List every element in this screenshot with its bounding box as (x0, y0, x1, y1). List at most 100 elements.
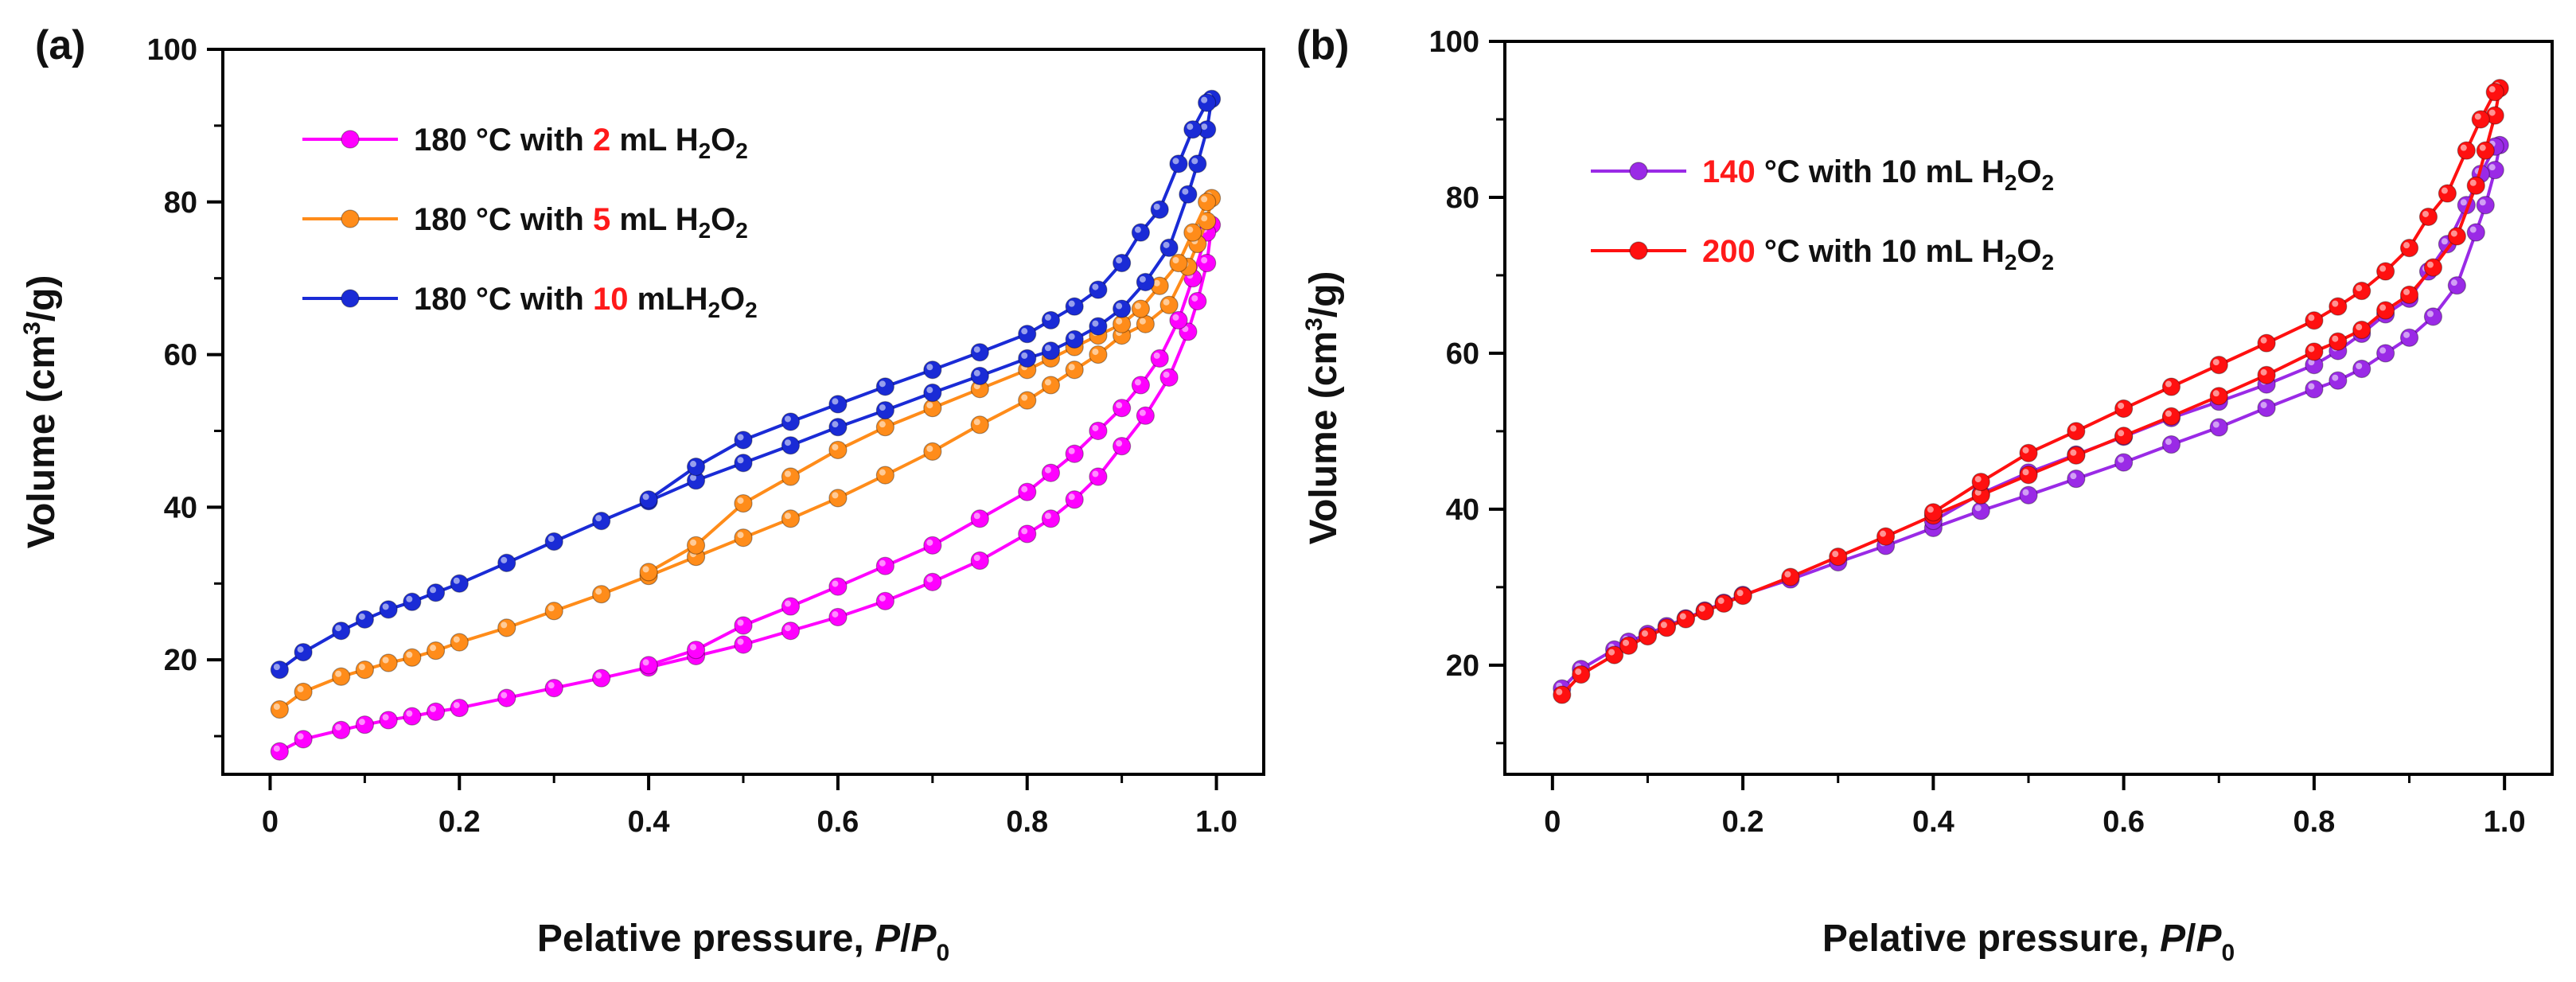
data-point-highlight-b-1 (2441, 187, 2448, 194)
data-point-highlight-a-0 (832, 610, 839, 618)
data-point-a-0 (875, 591, 894, 610)
data-point-a-2 (1065, 329, 1084, 349)
y-axis-label-a: Volume (cm3/g) (19, 275, 63, 549)
data-point-a-2 (1136, 272, 1155, 292)
data-point-a-1 (1065, 360, 1084, 380)
data-point-a-2 (875, 377, 894, 396)
data-point-highlight-a-1 (297, 685, 304, 692)
data-point-a-0 (1065, 490, 1084, 509)
data-point-highlight-a-1 (1201, 215, 1208, 222)
data-point-a-1 (450, 633, 469, 652)
data-point-highlight-a-2 (358, 613, 365, 620)
data-point-highlight-a-1 (879, 469, 886, 476)
data-point-highlight-a-2 (1153, 203, 1160, 210)
data-point-highlight-a-0 (1068, 447, 1075, 454)
data-point-a-0 (426, 702, 446, 721)
plot-frame-b (1503, 40, 2554, 776)
x-tick-label-a: 0.2 (438, 805, 481, 839)
data-point-a-2 (734, 431, 753, 450)
data-point-highlight-a-1 (335, 670, 342, 677)
data-point-a-0 (1089, 467, 1108, 486)
data-point-a-1 (875, 418, 894, 437)
data-point-highlight-a-1 (501, 622, 508, 629)
data-point-b-1 (1971, 472, 1990, 492)
data-point-a-2 (1169, 154, 1188, 173)
data-point-b-1 (2352, 281, 2371, 301)
data-point-a-2 (639, 490, 658, 509)
data-point-a-2 (592, 512, 611, 531)
data-point-highlight-a-1 (832, 443, 839, 450)
data-point-b-1 (2209, 387, 2228, 406)
data-point-highlight-a-0 (690, 644, 697, 651)
data-point-b-1 (2471, 110, 2490, 129)
data-point-highlight-b-0 (2403, 331, 2410, 338)
data-point-a-1 (332, 667, 351, 686)
data-point-a-1 (828, 440, 848, 460)
data-point-a-2 (828, 418, 848, 437)
data-point-highlight-a-1 (273, 703, 280, 710)
data-point-highlight-a-1 (690, 539, 697, 546)
data-point-b-1 (2114, 399, 2134, 419)
data-point-a-1 (1198, 193, 1217, 212)
data-point-a-2 (1041, 310, 1061, 330)
data-point-b-1 (2161, 377, 2181, 396)
data-point-highlight-a-2 (1044, 314, 1051, 321)
y-axis-label-b: Volume (cm3/g) (1301, 271, 1345, 545)
data-point-a-1 (1041, 376, 1061, 395)
data-point-a-0 (734, 635, 753, 654)
data-point-a-1 (828, 489, 848, 508)
data-point-highlight-a-2 (1191, 158, 1198, 165)
data-point-highlight-a-1 (1134, 302, 1141, 310)
data-point-a-2 (1150, 200, 1169, 219)
data-point-a-1 (355, 661, 374, 680)
data-point-highlight-a-0 (1116, 402, 1123, 409)
data-point-a-2 (332, 622, 351, 641)
data-point-a-0 (686, 641, 706, 660)
data-point-highlight-a-2 (784, 439, 791, 446)
data-point-a-0 (970, 509, 989, 528)
data-point-highlight-b-1 (2460, 144, 2467, 151)
data-point-b-1 (1876, 527, 1896, 546)
data-point-highlight-a-1 (406, 651, 413, 658)
panel-label-a: (a) (35, 22, 86, 68)
data-point-highlight-a-0 (595, 672, 602, 679)
data-point-highlight-a-0 (430, 705, 437, 712)
isotherm-chart-b: (b) 0 0.2 0.4 0.6 0.8 1.0 20 40 60 80 100 Pelative p… (1296, 22, 2554, 966)
data-point-a-2 (1089, 317, 1108, 336)
data-point-b-1 (2305, 311, 2324, 330)
data-point-highlight-b-0 (2212, 421, 2219, 428)
data-point-b-1 (2423, 258, 2443, 277)
data-point-highlight-a-1 (1153, 279, 1160, 286)
data-point-highlight-a-1 (358, 664, 365, 671)
legend-label-b-0: 140 °C with 10 mL H2O2 (1702, 154, 2054, 195)
data-point-a-0 (923, 572, 942, 591)
data-point-a-1 (1018, 391, 1037, 410)
data-point-a-1 (781, 467, 801, 486)
x-axis-label-b: Pelative pressure, P/P0 (1822, 918, 2235, 966)
data-point-highlight-a-2 (1068, 300, 1075, 307)
data-point-highlight-a-0 (973, 554, 980, 561)
data-point-highlight-a-1 (1116, 318, 1123, 325)
data-point-highlight-b-0 (2441, 238, 2448, 245)
data-point-a-2 (1183, 120, 1202, 139)
data-point-highlight-b-1 (2070, 425, 2077, 432)
data-point-b-1 (2457, 141, 2476, 160)
data-point-a-1 (734, 528, 753, 548)
data-point-a-0 (1113, 437, 1132, 456)
data-point-highlight-a-0 (273, 745, 280, 752)
data-point-a-2 (1159, 238, 1179, 257)
x-tick-label-b: 1.0 (2484, 805, 2526, 839)
data-point-highlight-a-2 (1021, 328, 1028, 335)
data-point-highlight-a-2 (832, 421, 839, 428)
data-point-b-0 (2352, 359, 2371, 379)
data-point-highlight-a-0 (879, 559, 886, 567)
data-point-b-1 (2114, 427, 2134, 446)
data-point-highlight-b-0 (2426, 310, 2434, 318)
data-point-a-0 (875, 556, 894, 575)
data-point-a-1 (544, 602, 563, 621)
data-point-highlight-b-1 (2165, 410, 2172, 417)
data-point-highlight-a-0 (1044, 466, 1051, 473)
data-point-highlight-a-2 (382, 603, 389, 610)
data-point-highlight-a-1 (879, 421, 886, 428)
series-line-adsorption-a-2 (279, 98, 1214, 672)
